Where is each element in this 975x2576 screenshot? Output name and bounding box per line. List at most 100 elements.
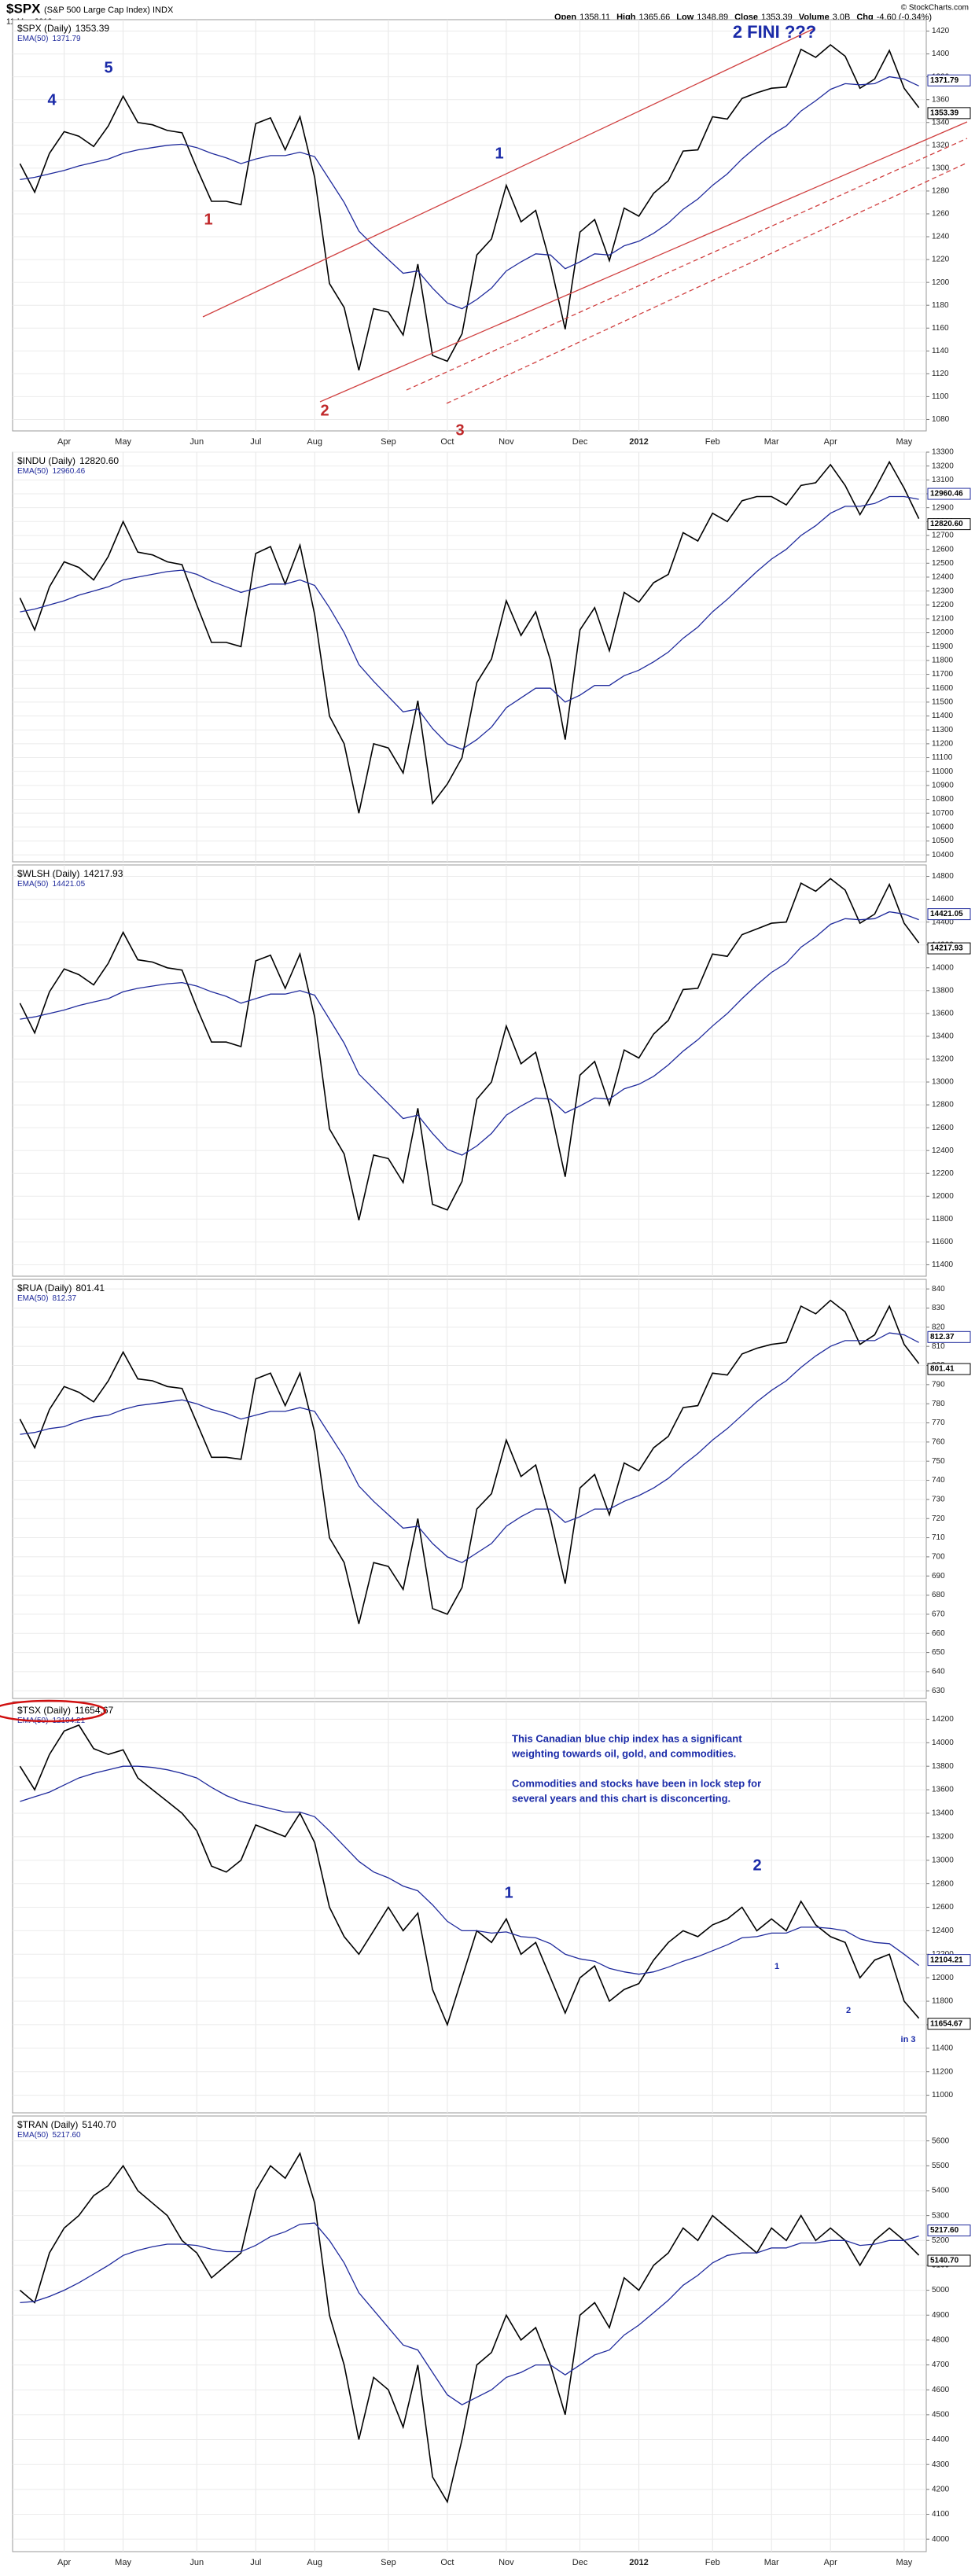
legend-entry: $WLSH (Daily) 14217.93 bbox=[17, 868, 123, 879]
y-tick-label: 4100 bbox=[932, 2510, 950, 2519]
x-tick-label: Jul bbox=[250, 437, 261, 447]
ema-line bbox=[20, 1332, 919, 1563]
annotation: 1 bbox=[504, 1884, 513, 1901]
y-tick-label: 4600 bbox=[932, 2386, 950, 2394]
y-tick-label: 11100 bbox=[932, 753, 953, 762]
x-tick-label: Apr bbox=[824, 2558, 837, 2567]
x-tick-label: Sep bbox=[381, 2558, 396, 2567]
x-tick-label: May bbox=[115, 2558, 131, 2567]
y-tick-label: 630 bbox=[932, 1687, 945, 1695]
legend-entry: $RUA (Daily) 801.41 bbox=[17, 1282, 105, 1294]
y-tick-label: 13300 bbox=[932, 448, 954, 457]
y-tick-label: 14600 bbox=[932, 895, 954, 903]
y-tick-label: 12400 bbox=[932, 1926, 954, 1935]
y-tick-label: 1300 bbox=[932, 164, 950, 173]
y-tick-label: 740 bbox=[932, 1476, 945, 1485]
y-tick-label: 12600 bbox=[932, 545, 954, 554]
price-tag-box bbox=[927, 488, 971, 500]
annotation: in 3 bbox=[901, 2035, 916, 2044]
y-tick-label: 12300 bbox=[932, 587, 954, 595]
y-tick-label: 1220 bbox=[932, 256, 950, 264]
x-tick-label: Jun bbox=[189, 2558, 204, 2567]
y-tick-label: 14000 bbox=[932, 963, 954, 972]
channel-line bbox=[202, 28, 814, 318]
legend-value: 801.41 bbox=[75, 1282, 105, 1294]
y-tick-label: 1280 bbox=[932, 187, 950, 196]
legend-name: EMA(50) bbox=[17, 1294, 48, 1303]
price-tag-box bbox=[927, 2254, 971, 2267]
price-tag: 12820.60 bbox=[930, 520, 963, 528]
annotation: 5 bbox=[104, 59, 112, 76]
x-tick-label: Feb bbox=[705, 2558, 720, 2567]
y-tick-label: 12000 bbox=[932, 1974, 954, 1982]
y-tick-label: 820 bbox=[932, 1323, 945, 1331]
x-tick-label: Dec bbox=[572, 437, 588, 447]
y-tick-label: 14000 bbox=[932, 1739, 954, 1747]
legend-name: $SPX (Daily) bbox=[17, 23, 72, 34]
x-tick-label: May bbox=[896, 2558, 912, 2567]
legend-name: EMA(50) bbox=[17, 35, 48, 43]
y-tick-label: 650 bbox=[932, 1648, 945, 1657]
price-tag: 14421.05 bbox=[930, 910, 963, 918]
legend-name: EMA(50) bbox=[17, 880, 48, 889]
y-tick-label: 1400 bbox=[932, 50, 950, 58]
ema-line bbox=[20, 2222, 919, 2405]
annotation: 3 bbox=[455, 421, 464, 439]
channel-line bbox=[406, 138, 968, 391]
y-tick-label: 1240 bbox=[932, 233, 950, 241]
x-tick-label: Nov bbox=[499, 2558, 514, 2567]
panel-frame bbox=[12, 864, 927, 1277]
y-tick-label: 11800 bbox=[932, 1215, 954, 1224]
y-tick-label: 810 bbox=[932, 1342, 945, 1351]
y-tick-label: 13600 bbox=[932, 1010, 954, 1018]
y-tick-label: 1320 bbox=[932, 141, 950, 149]
legend-entry: $INDU (Daily) 12820.60 bbox=[17, 455, 119, 466]
y-tick-label: 10700 bbox=[932, 809, 954, 818]
legend-entry: $SPX (Daily) 1353.39 bbox=[17, 23, 109, 34]
y-tick-label: 1200 bbox=[932, 278, 950, 287]
y-tick-label: 10900 bbox=[932, 782, 954, 790]
y-tick-label: 11400 bbox=[932, 2044, 954, 2052]
symbol-name: (S&P 500 Large Cap Index) INDX bbox=[44, 6, 174, 15]
y-tick-label: 13400 bbox=[932, 1809, 954, 1818]
price-tag-box bbox=[927, 107, 971, 120]
legend-entry: EMA(50) 14421.05 bbox=[17, 880, 86, 889]
ema-line bbox=[20, 1765, 919, 1975]
y-tick-label: 4200 bbox=[932, 2485, 950, 2493]
y-tick-label: 4500 bbox=[932, 2411, 950, 2420]
y-tick-label: 1340 bbox=[932, 118, 950, 127]
y-tick-label: 12200 bbox=[932, 601, 954, 609]
y-tick-label: 13600 bbox=[932, 1786, 954, 1794]
price-tag: 801.41 bbox=[930, 1365, 955, 1374]
y-tick-label: 12400 bbox=[932, 573, 954, 582]
price-line bbox=[19, 43, 920, 371]
annotation: 2 bbox=[320, 402, 329, 419]
legend-value: 14421.05 bbox=[52, 880, 85, 889]
y-tick-label: 13100 bbox=[932, 476, 954, 484]
y-tick-label: 5600 bbox=[932, 2136, 950, 2145]
highlight-circle bbox=[0, 1699, 107, 1723]
price-tag-box bbox=[927, 74, 971, 86]
y-tick-label: 770 bbox=[932, 1419, 945, 1427]
x-tick-label: May bbox=[896, 437, 912, 447]
y-tick-label: 780 bbox=[932, 1400, 945, 1408]
price-tag-box bbox=[927, 1330, 971, 1343]
source: © StockCharts.com bbox=[901, 4, 969, 13]
y-tick-label: 730 bbox=[932, 1496, 945, 1504]
y-tick-label: 5400 bbox=[932, 2187, 950, 2195]
price-tag: 12960.46 bbox=[930, 490, 963, 499]
y-tick-label: 11600 bbox=[932, 1238, 954, 1246]
x-tick-label: Oct bbox=[440, 437, 454, 447]
price-line bbox=[19, 2151, 920, 2504]
y-tick-label: 13400 bbox=[932, 1032, 954, 1041]
legend-entry: EMA(50) 1371.79 bbox=[17, 35, 81, 43]
y-tick-label: 12400 bbox=[932, 1146, 954, 1155]
legend-value: 5217.60 bbox=[52, 2131, 81, 2140]
y-tick-label: 4000 bbox=[932, 2535, 950, 2544]
legend-value: 12960.46 bbox=[52, 467, 85, 476]
legend-value: 5140.70 bbox=[82, 2119, 116, 2130]
x-tick-label: Sep bbox=[381, 437, 396, 447]
y-tick-label: 12900 bbox=[932, 503, 954, 512]
y-tick-label: 1120 bbox=[932, 370, 949, 378]
